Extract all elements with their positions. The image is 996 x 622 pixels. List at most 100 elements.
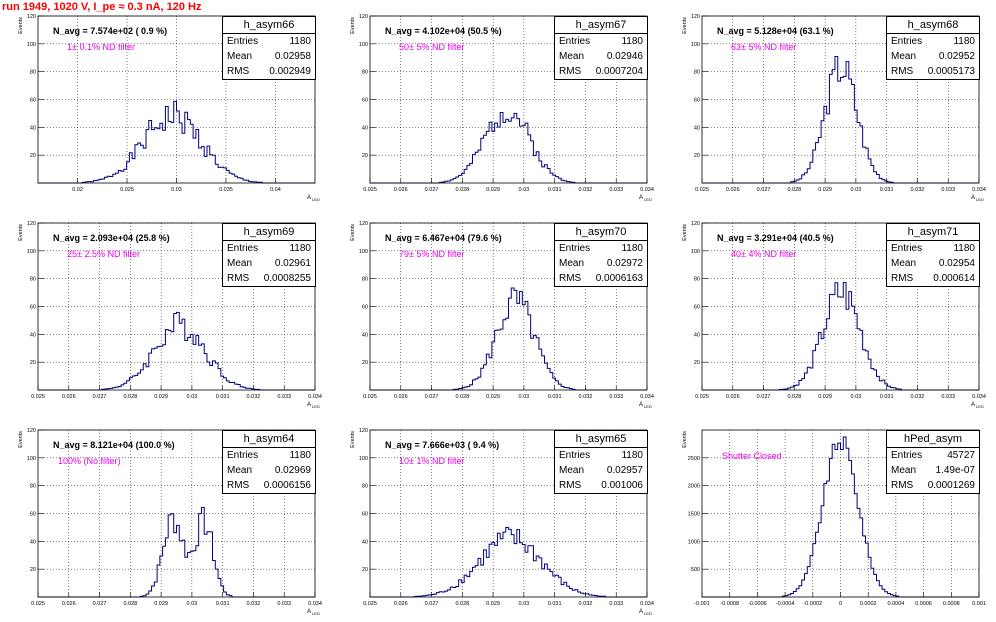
x-tick-label: 0.028 (123, 394, 137, 400)
stats-value: 0.0006156 (263, 480, 311, 491)
x-tick-label: 0.032 (247, 601, 261, 607)
x-tick-label: 0.025 (363, 187, 377, 193)
x-tick-label: 0.029 (818, 394, 832, 400)
histogram-name: h_asym70 (555, 224, 647, 241)
y-tick-label: 20 (30, 567, 36, 573)
histogram-name: h_asym71 (887, 224, 979, 241)
y-tick-label: 100 (359, 249, 368, 255)
x-axis-label-subscript: LED (312, 611, 320, 616)
x-axis-label: A (307, 195, 311, 201)
x-tick-label: 0.0004 (887, 601, 904, 607)
stats-label: Mean (559, 51, 585, 62)
x-tick-label: 0.03 (519, 187, 530, 193)
x-tick-label: 0.027 (425, 187, 439, 193)
x-tick-label: 0.027 (757, 187, 771, 193)
x-tick-label: 0.026 (62, 394, 76, 400)
stats-value: 0.0006163 (595, 273, 643, 284)
x-tick-label: 0.034 (640, 601, 654, 607)
histogram-panel-h_asym67: 0.025 0.026 0.027 0.028 0.029 0.03 0.031 0.032 0… (332, 0, 664, 207)
x-tick-label: 0.033 (609, 601, 623, 607)
filter-label: Shutter Closed (722, 451, 782, 461)
x-tick-label: 0.027 (425, 601, 439, 607)
y-axis-label: Events (350, 431, 356, 448)
x-axis-label-subscript: LED (644, 197, 652, 202)
stats-label: Mean (891, 465, 917, 476)
histogram-line (38, 311, 315, 391)
stats-value: 0.000614 (933, 273, 975, 284)
x-tick-label: -0.0004 (776, 601, 795, 607)
filter-label: 79± 5% ND filter (399, 249, 465, 259)
stats-box: h_asym68 Entries 1180 Mean 0.02952 RMS 0.00051… (886, 16, 980, 80)
stats-value: 1180 (621, 450, 643, 461)
x-tick-label: 0.031 (548, 601, 562, 607)
histogram-line (702, 282, 979, 391)
x-tick-label: -0.0006 (748, 601, 767, 607)
y-tick-label: 100 (359, 456, 368, 462)
x-axis-label-subscript: LED (312, 197, 320, 202)
x-tick-label: 0.034 (640, 394, 654, 400)
y-axis-label: Events (682, 17, 688, 34)
y-tick-label: 80 (362, 70, 368, 76)
x-tick-label: 0.029 (154, 601, 168, 607)
x-axis-label-subscript: LED (976, 197, 984, 202)
x-axis-label-subscript: LED (976, 404, 984, 409)
stats-label: RMS (227, 480, 250, 491)
stats-row-mean: Mean 0.02957 (555, 463, 647, 478)
y-tick-label: 60 (362, 512, 368, 518)
y-tick-label: 20 (694, 153, 700, 159)
x-axis-label: A (639, 402, 643, 408)
y-tick-label: 100 (27, 42, 36, 48)
y-tick-label: 80 (30, 70, 36, 76)
stats-value: 1180 (289, 450, 311, 461)
stats-box: h_asym71 Entries 1180 Mean 0.02954 RMS 0.00061… (886, 223, 980, 287)
x-tick-label: 0.031 (548, 394, 562, 400)
x-tick-label: 0.0008 (943, 601, 960, 607)
x-tick-label: 0.027 (757, 394, 771, 400)
y-tick-label: 2000 (688, 484, 700, 490)
x-tick-label: 0.029 (154, 394, 168, 400)
stats-value: 1.49e-07 (935, 465, 975, 476)
y-tick-label: 80 (30, 484, 36, 490)
y-tick-label: 80 (362, 484, 368, 490)
x-tick-label: 0.0006 (915, 601, 932, 607)
x-tick-label: 0.029 (486, 394, 500, 400)
y-tick-label: 1000 (688, 539, 700, 545)
stats-label: Mean (559, 465, 585, 476)
stats-label: Entries (559, 36, 591, 47)
histogram-name: h_asym68 (887, 17, 979, 34)
x-tick-label: 0.032 (911, 187, 925, 193)
x-tick-label: 0.026 (394, 187, 408, 193)
stats-value: 0.02957 (606, 465, 643, 476)
y-tick-label: 120 (691, 14, 700, 20)
y-tick-label: 40 (30, 539, 36, 545)
histogram-line (370, 111, 647, 184)
filter-label: 25± 2.5% ND filter (67, 249, 140, 259)
stats-value: 0.02972 (606, 258, 643, 269)
stats-row-entries: Entries 1180 (887, 34, 979, 49)
x-tick-label: 0.031 (880, 394, 894, 400)
stats-value: 0.02954 (938, 258, 975, 269)
stats-row-mean: Mean 1.49e-07 (887, 463, 979, 478)
y-tick-label: 60 (362, 305, 368, 311)
stats-row-rms: RMS 0.002949 (223, 64, 315, 79)
x-tick-label: 0.04 (270, 187, 281, 193)
stats-value: 1180 (289, 243, 311, 254)
x-axis-label: A (971, 402, 975, 408)
stats-row-entries: Entries 1180 (555, 241, 647, 256)
histogram-plot: 0.02 0.025 0.03 0.035 0.04 20 40 60 80 100 120Even… (18, 14, 320, 202)
stats-value: 1180 (621, 36, 643, 47)
x-tick-label: 0.032 (579, 187, 593, 193)
x-tick-label: 0.034 (972, 187, 986, 193)
stats-row-entries: Entries 45727 (887, 448, 979, 463)
stats-label: RMS (227, 66, 250, 77)
histogram-name: h_asym64 (223, 431, 315, 448)
x-tick-label: 0.031 (880, 187, 894, 193)
x-axis-label-subscript: LED (644, 611, 652, 616)
x-tick-label: 0.028 (455, 601, 469, 607)
stats-row-rms: RMS 0.0007204 (555, 64, 647, 79)
y-tick-label: 40 (30, 125, 36, 131)
stats-row-mean: Mean 0.02954 (887, 256, 979, 271)
stats-label: RMS (227, 273, 250, 284)
histogram-panel-h_asym71: 0.025 0.026 0.027 0.028 0.029 0.03 0.031 0.032 0… (664, 207, 996, 414)
stats-label: Mean (891, 51, 917, 62)
